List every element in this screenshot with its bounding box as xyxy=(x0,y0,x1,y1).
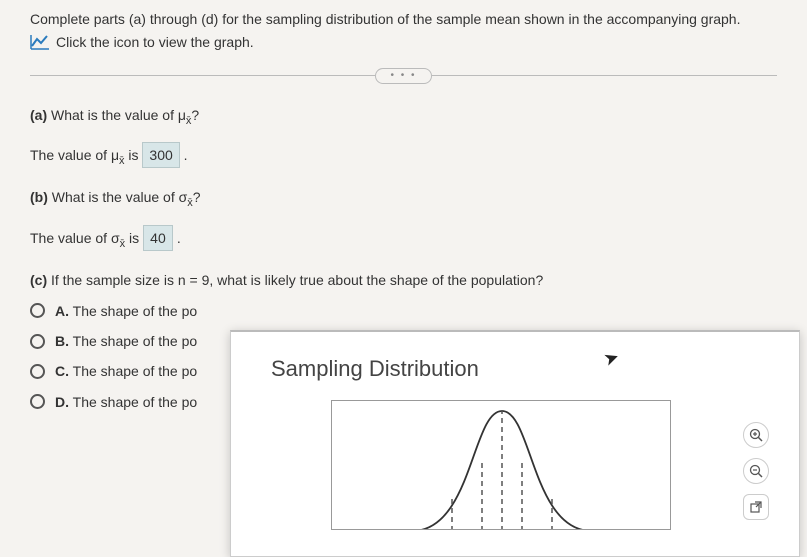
choice-text: The shape of the po xyxy=(73,303,198,319)
part-a-a-mid: is xyxy=(125,147,143,163)
chart-tools xyxy=(743,422,769,520)
sampling-distribution-popup: ➤ Sampling Distribution xyxy=(230,330,800,557)
part-b-question: (b) What is the value of σx̄? xyxy=(30,186,777,212)
zoom-out-icon xyxy=(749,464,763,478)
part-b-label: (b) xyxy=(30,189,48,205)
part-b-a-suffix: . xyxy=(173,230,181,246)
part-a-q-prefix: What is the value of μ xyxy=(47,107,186,123)
popup-title: Sampling Distribution xyxy=(271,356,779,382)
bell-curve-chart xyxy=(332,401,671,530)
view-graph-link[interactable]: Click the icon to view the graph. xyxy=(30,34,777,50)
part-b-a-prefix: The value of σ xyxy=(30,230,120,246)
choice-row: A. The shape of the po xyxy=(30,300,777,322)
choice-text: The shape of the po xyxy=(73,394,198,410)
choice-radio[interactable] xyxy=(30,394,45,409)
zoom-in-icon xyxy=(749,428,763,442)
choice-text: The shape of the po xyxy=(73,363,198,379)
choice-text: The shape of the po xyxy=(73,333,198,349)
part-b-answer: The value of σx̄ is 40 . xyxy=(30,225,777,253)
chart-frame xyxy=(331,400,671,530)
choice-letter: D. xyxy=(55,394,69,410)
open-new-icon xyxy=(750,501,762,513)
part-a-question: (a) What is the value of μx̄? xyxy=(30,104,777,130)
choice-letter: A. xyxy=(55,303,69,319)
view-graph-label: Click the icon to view the graph. xyxy=(56,34,254,50)
divider-row: • • • xyxy=(30,68,777,84)
part-c-q-text: If the sample size is n = 9, what is lik… xyxy=(47,272,543,288)
part-b: (b) What is the value of σx̄? The value … xyxy=(30,186,777,253)
part-a-label: (a) xyxy=(30,107,47,123)
divider-line-left xyxy=(30,75,375,76)
instruction-text: Complete parts (a) through (d) for the s… xyxy=(30,10,777,30)
part-a-q-suffix: ? xyxy=(191,107,199,123)
choice-radio[interactable] xyxy=(30,303,45,318)
part-a-a-prefix: The value of μ xyxy=(30,147,119,163)
zoom-in-button[interactable] xyxy=(743,422,769,448)
open-new-button[interactable] xyxy=(743,494,769,520)
divider-line-right xyxy=(432,75,777,76)
part-b-input[interactable]: 40 xyxy=(143,225,173,251)
part-a-answer: The value of μx̄ is 300 . xyxy=(30,142,777,170)
part-b-a-mid: is xyxy=(125,230,143,246)
choice-letter: B. xyxy=(55,333,69,349)
chart-line-icon xyxy=(30,34,50,50)
part-b-q-prefix: What is the value of σ xyxy=(48,189,187,205)
choice-letter: C. xyxy=(55,363,69,379)
expand-button[interactable]: • • • xyxy=(375,68,431,84)
part-b-q-suffix: ? xyxy=(193,189,201,205)
choice-radio[interactable] xyxy=(30,364,45,379)
choice-radio[interactable] xyxy=(30,334,45,349)
part-a-a-suffix: . xyxy=(180,147,188,163)
part-c-question: (c) If the sample size is n = 9, what is… xyxy=(30,269,777,291)
part-a: (a) What is the value of μx̄? The value … xyxy=(30,104,777,171)
part-a-input[interactable]: 300 xyxy=(142,142,179,168)
part-c-label: (c) xyxy=(30,272,47,288)
zoom-out-button[interactable] xyxy=(743,458,769,484)
